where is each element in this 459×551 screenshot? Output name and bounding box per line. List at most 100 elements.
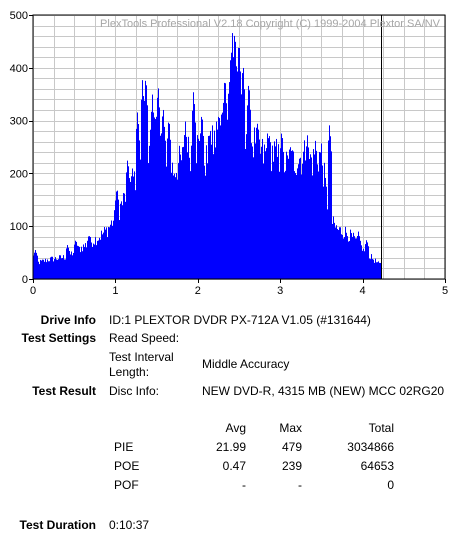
data-bar — [143, 96, 144, 279]
data-bar — [266, 148, 267, 279]
data-bars — [33, 33, 381, 280]
data-bar — [363, 248, 364, 279]
data-bar — [265, 151, 266, 279]
data-bar — [159, 107, 160, 279]
data-bar — [260, 153, 261, 279]
data-bar — [76, 241, 77, 279]
y-tick-label: 500 — [10, 10, 28, 22]
data-bar — [57, 259, 58, 279]
data-bar — [162, 116, 163, 280]
data-bar — [158, 88, 159, 279]
data-bar — [223, 102, 224, 279]
data-bar — [217, 129, 218, 279]
disc-info-value: NEW DVD-R, 4315 MB (NEW) MCC 02RG20 — [202, 384, 445, 398]
data-bar — [140, 159, 141, 279]
pie-row-name: PIE — [114, 440, 134, 454]
watermark-text: PlexTools Professional V2.18 Copyright (… — [100, 18, 441, 30]
data-bar — [181, 160, 182, 279]
data-bar — [349, 240, 350, 279]
data-bar — [39, 264, 40, 279]
data-bar — [72, 255, 73, 279]
data-bar — [42, 259, 43, 279]
data-bar — [183, 146, 184, 279]
data-bar — [258, 129, 259, 279]
data-bar — [336, 225, 337, 279]
data-bar — [179, 145, 180, 279]
pof-row-name: POF — [114, 478, 139, 492]
data-bar — [371, 254, 372, 279]
data-bar — [199, 140, 200, 279]
data-bar — [211, 144, 212, 279]
data-bar — [244, 89, 245, 279]
data-bar — [304, 140, 305, 279]
data-bar — [286, 151, 287, 279]
data-bar — [123, 193, 124, 279]
data-bar — [255, 143, 256, 279]
test-interval-label-line2: Length: — [109, 365, 150, 379]
data-bar — [63, 255, 64, 279]
data-bar — [122, 205, 123, 279]
data-bar — [337, 228, 338, 279]
data-bar — [41, 260, 42, 279]
data-bar — [182, 147, 183, 279]
data-bar — [253, 157, 254, 279]
data-bar — [117, 190, 118, 279]
data-bar — [354, 236, 355, 279]
data-bar — [107, 237, 108, 279]
data-bar — [161, 133, 162, 279]
data-bar — [292, 150, 293, 279]
data-bar — [102, 234, 103, 279]
data-bar — [378, 261, 379, 279]
data-bar — [222, 112, 223, 279]
y-tick-label: 300 — [10, 116, 28, 128]
data-bar — [215, 147, 216, 279]
data-bar — [194, 104, 195, 279]
data-bar — [62, 258, 63, 279]
data-bar — [66, 248, 67, 279]
data-bar — [328, 140, 329, 279]
data-bar — [163, 109, 164, 280]
data-bar — [254, 127, 255, 279]
data-bar — [65, 259, 66, 279]
data-bar — [193, 92, 194, 279]
data-bar — [128, 166, 129, 279]
data-bar — [319, 152, 320, 279]
y-axis-ticks: 0 100 200 300 400 500 — [10, 10, 33, 286]
data-bar — [277, 156, 278, 279]
data-bar — [293, 151, 294, 279]
data-bar — [136, 128, 137, 279]
y-tick-label: 400 — [10, 63, 28, 75]
data-bar — [80, 252, 81, 279]
data-bar — [51, 256, 52, 279]
data-bar — [366, 240, 367, 279]
data-bar — [178, 162, 179, 279]
test-interval-label-line1: Test Interval — [109, 350, 174, 364]
data-bar — [251, 143, 252, 279]
data-bar — [216, 121, 217, 279]
data-bar — [201, 116, 202, 280]
data-bar — [49, 261, 50, 279]
data-bar — [68, 247, 69, 279]
data-bar — [247, 105, 248, 279]
data-bar — [75, 240, 76, 279]
data-bar — [331, 151, 332, 279]
y-tick-label: 0 — [22, 274, 28, 286]
data-bar — [137, 112, 138, 279]
data-bar — [228, 93, 229, 279]
data-bar — [83, 244, 84, 279]
data-bar — [353, 232, 354, 279]
data-bar — [125, 201, 126, 279]
data-bar — [91, 242, 92, 279]
data-bar — [375, 258, 376, 279]
data-bar — [52, 256, 53, 279]
data-bar — [368, 246, 369, 279]
data-bar — [71, 251, 72, 279]
x-tick-label: 3 — [277, 285, 283, 297]
data-bar — [192, 110, 193, 279]
data-bar — [172, 162, 173, 279]
data-bar — [308, 147, 309, 279]
data-bar — [90, 237, 91, 279]
data-bar — [119, 220, 120, 279]
data-bar — [78, 246, 79, 279]
read-speed-label: Read Speed: — [109, 331, 180, 345]
